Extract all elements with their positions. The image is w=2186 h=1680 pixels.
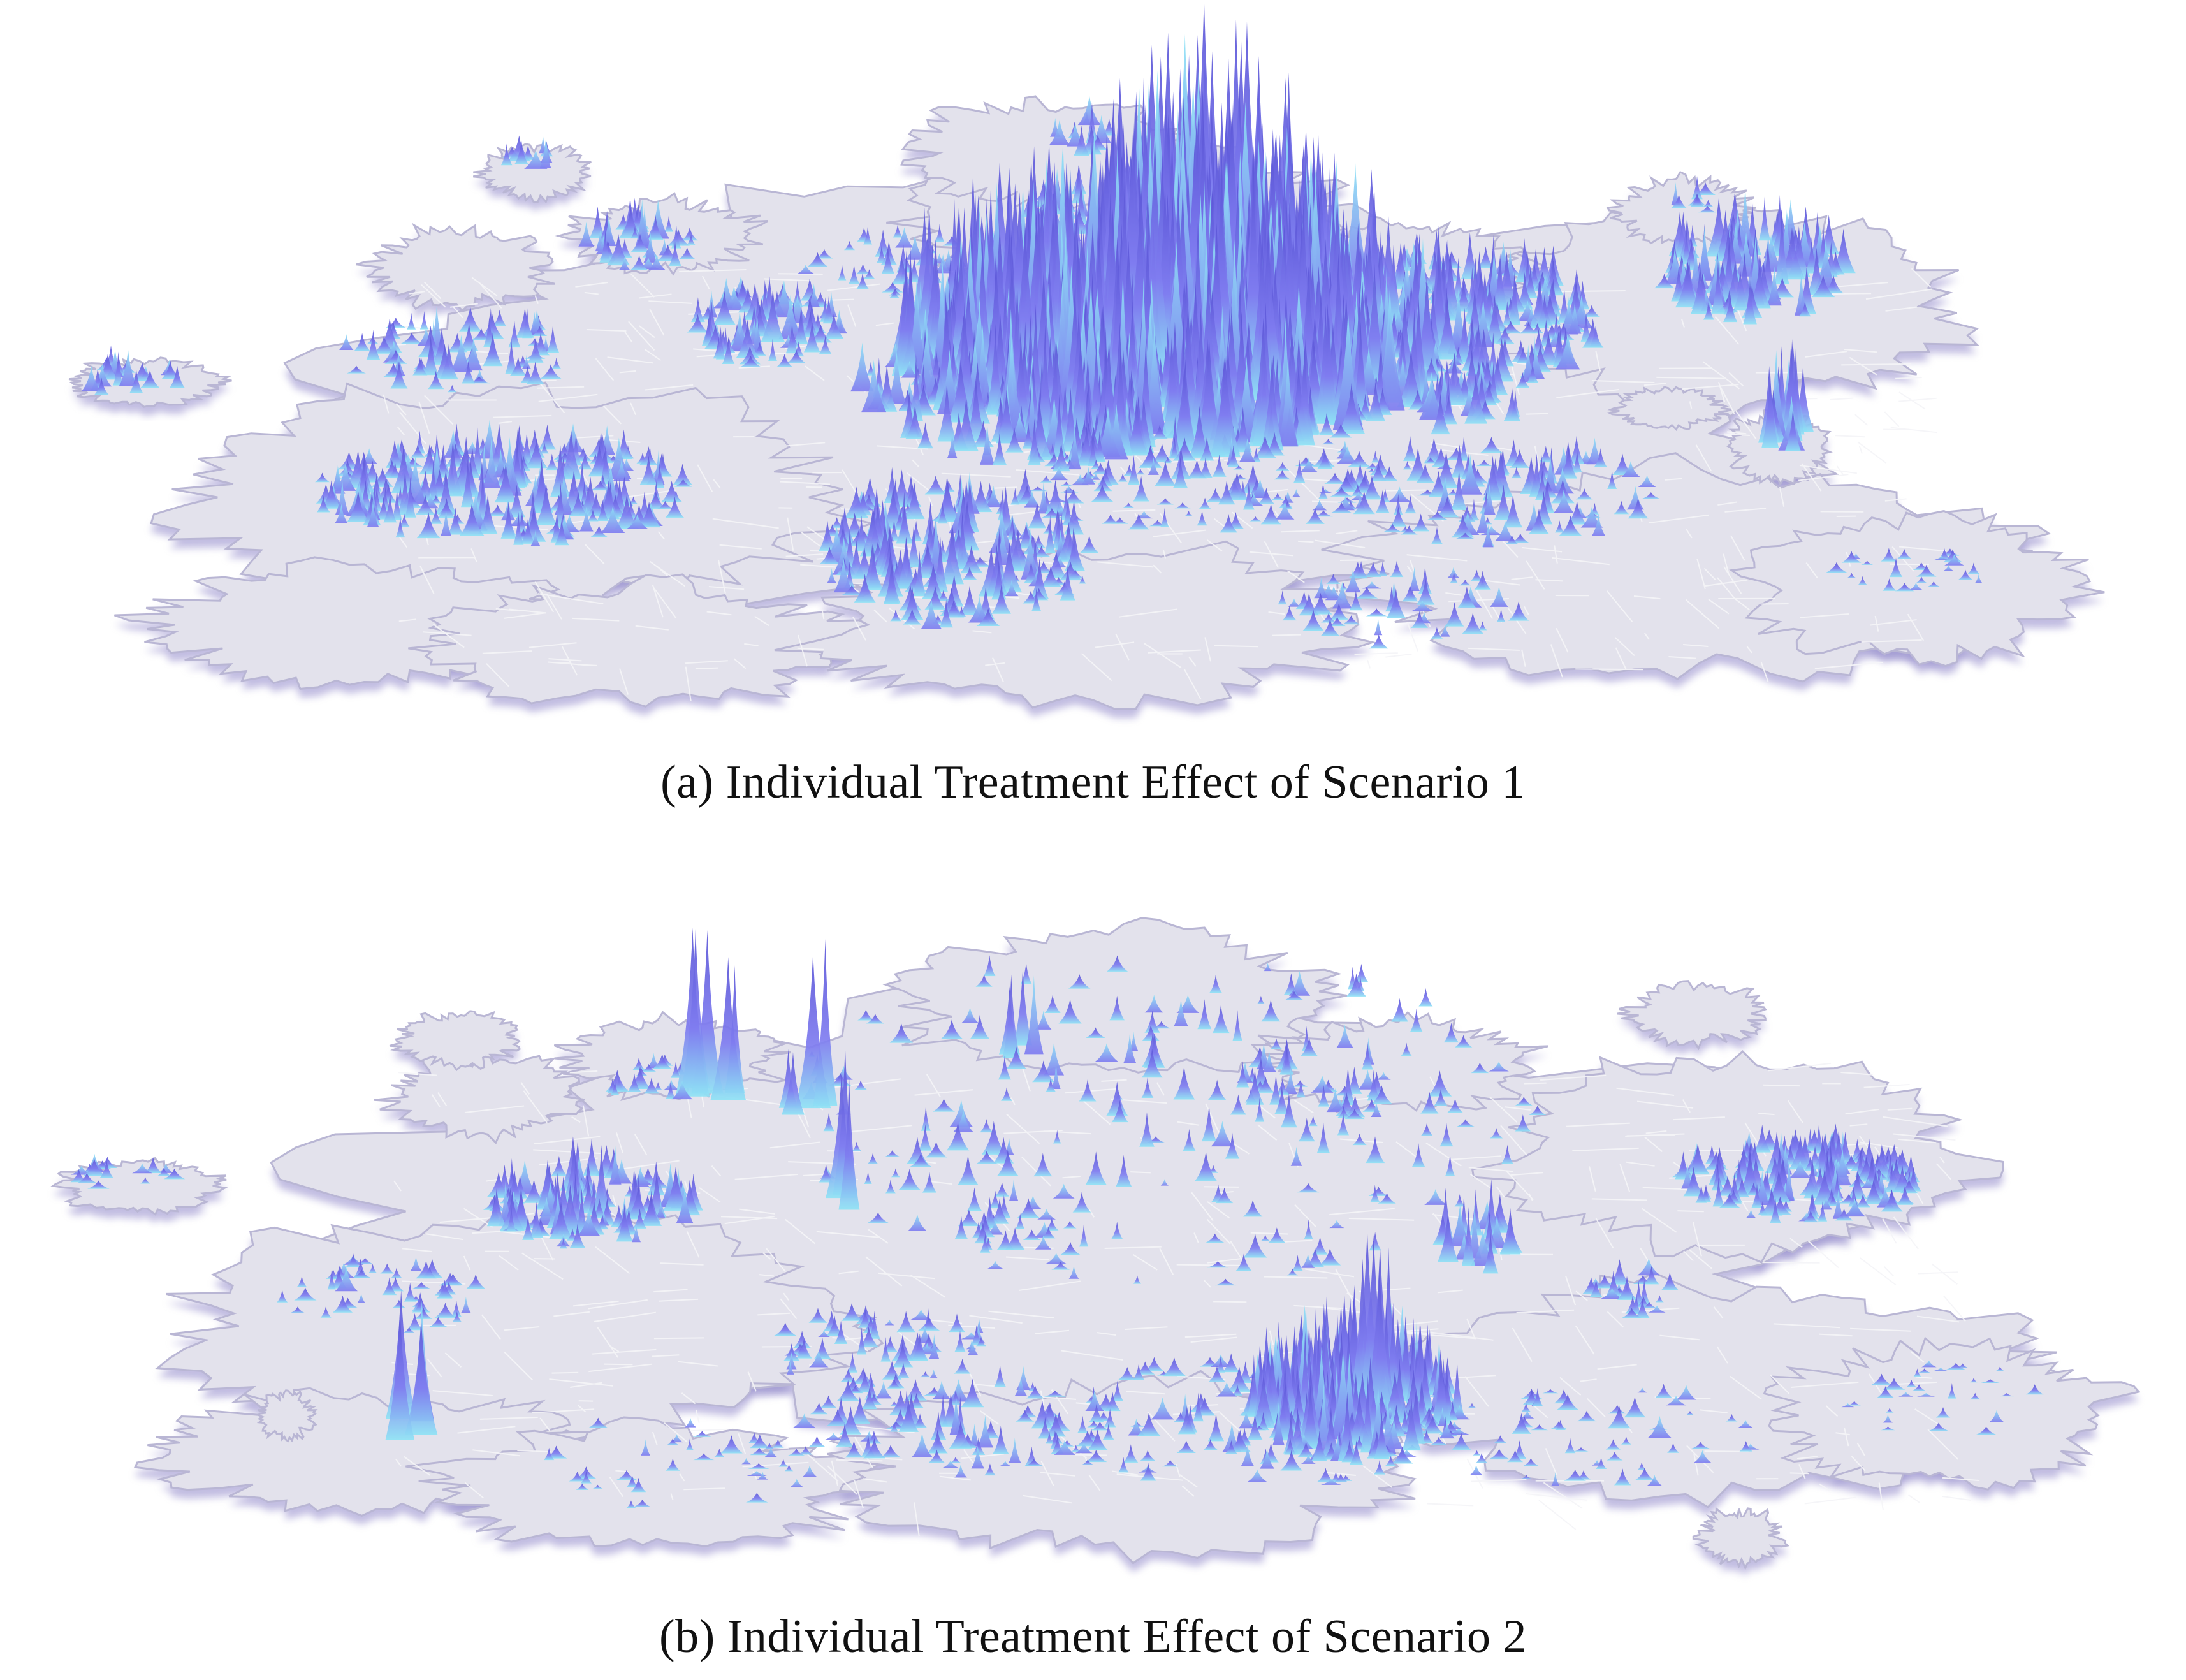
map-3d-surface-scenario-1	[68, 0, 2105, 718]
caption-scenario-1: (a) Individual Treatment Effect of Scena…	[660, 756, 1526, 808]
panel-a: (a) Individual Treatment Effect of Scena…	[68, 0, 2105, 808]
caption-scenario-2: (b) Individual Treatment Effect of Scena…	[659, 1611, 1527, 1663]
treatment-effect-peaks	[70, 927, 2044, 1508]
map-3d-surface-scenario-2	[50, 917, 2141, 1577]
treatment-effect-peaks	[82, 0, 1983, 649]
panel-b: (b) Individual Treatment Effect of Scena…	[0, 854, 2186, 1680]
